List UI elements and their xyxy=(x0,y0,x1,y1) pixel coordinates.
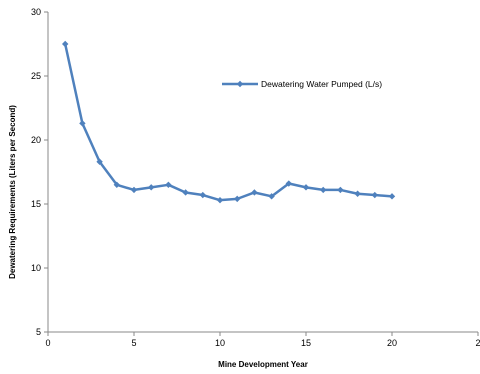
series-line xyxy=(63,43,393,202)
legend-label: Dewatering Water Pumped (L/s) xyxy=(261,79,382,89)
data-point xyxy=(302,184,310,191)
data-point xyxy=(285,180,292,187)
y-axis-ticks: 5 10 15 20 25 30 xyxy=(31,7,48,337)
chart-axes xyxy=(47,12,478,333)
x-axis-title: Mine Development Year xyxy=(218,360,308,369)
data-point xyxy=(216,196,224,204)
data-point xyxy=(113,181,120,188)
data-point xyxy=(268,193,275,200)
y-tick-label: 10 xyxy=(31,263,41,273)
data-point xyxy=(199,191,206,199)
y-tick-label: 5 xyxy=(36,327,41,337)
legend-diamond-marker xyxy=(236,80,244,88)
data-point xyxy=(148,184,155,191)
data-point xyxy=(234,195,241,203)
data-point xyxy=(371,191,378,199)
x-tick-label: 2 xyxy=(475,338,480,348)
x-tick-label: 10 xyxy=(215,338,225,348)
series-layer xyxy=(62,40,396,204)
data-point xyxy=(320,186,327,194)
data-point xyxy=(251,189,258,196)
data-point xyxy=(388,193,396,200)
x-tick-label: 15 xyxy=(301,338,311,348)
y-axis-title: Dewatering Requirements (Liters per Seco… xyxy=(8,105,17,279)
data-point xyxy=(165,181,172,188)
x-tick-label: 5 xyxy=(131,338,136,348)
x-tick-label: 20 xyxy=(387,338,397,348)
x-tick-label: 0 xyxy=(45,338,50,348)
data-point xyxy=(354,190,361,197)
data-point xyxy=(79,120,86,127)
y-tick-label: 20 xyxy=(31,135,41,145)
legend: Dewatering Water Pumped (L/s) xyxy=(222,79,382,89)
y-tick-label: 25 xyxy=(31,71,41,81)
data-point xyxy=(62,40,69,48)
data-point xyxy=(337,186,344,194)
data-point xyxy=(96,158,103,165)
y-tick-label: 15 xyxy=(31,199,41,209)
x-axis-ticks: 0 5 10 15 20 2 xyxy=(45,332,480,348)
data-point xyxy=(182,189,189,196)
data-point xyxy=(130,186,138,194)
y-tick-label: 30 xyxy=(31,7,41,17)
